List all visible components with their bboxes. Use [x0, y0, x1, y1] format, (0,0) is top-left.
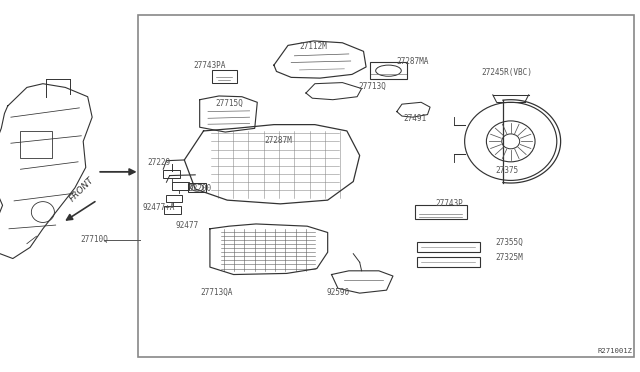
- Bar: [370, 62, 407, 79]
- Text: 27713Q: 27713Q: [358, 82, 387, 91]
- Bar: [172, 182, 189, 190]
- Text: 27245R(VBC): 27245R(VBC): [481, 68, 532, 77]
- Bar: [417, 242, 480, 252]
- Text: 27325M: 27325M: [495, 253, 523, 262]
- Bar: [166, 195, 182, 202]
- Bar: [212, 70, 237, 83]
- Bar: [138, 15, 634, 357]
- Text: 27713QA: 27713QA: [200, 288, 232, 296]
- Text: 92200: 92200: [188, 185, 211, 193]
- Bar: [20, 131, 52, 158]
- Text: 27743PA: 27743PA: [194, 61, 226, 70]
- Bar: [163, 170, 180, 178]
- Text: 27710Q: 27710Q: [81, 235, 109, 244]
- Bar: [164, 206, 181, 214]
- Text: 27112M: 27112M: [300, 42, 328, 51]
- Text: 27355Q: 27355Q: [495, 238, 523, 247]
- Text: 27287M: 27287M: [264, 136, 292, 145]
- Text: 92477: 92477: [175, 221, 198, 230]
- Text: R271001Z: R271001Z: [597, 348, 632, 354]
- Text: 27491: 27491: [403, 114, 426, 123]
- Text: 92477+A: 92477+A: [143, 203, 175, 212]
- Bar: [188, 183, 206, 192]
- Text: 27287MA: 27287MA: [397, 57, 429, 66]
- Bar: [417, 257, 480, 267]
- Text: 92590: 92590: [326, 288, 349, 296]
- Text: 27229: 27229: [147, 158, 170, 167]
- Bar: [415, 205, 467, 219]
- Text: 27375: 27375: [495, 166, 518, 175]
- Text: 27743P: 27743P: [435, 199, 463, 208]
- Text: FRONT: FRONT: [68, 175, 96, 203]
- Text: 27715Q: 27715Q: [215, 99, 243, 108]
